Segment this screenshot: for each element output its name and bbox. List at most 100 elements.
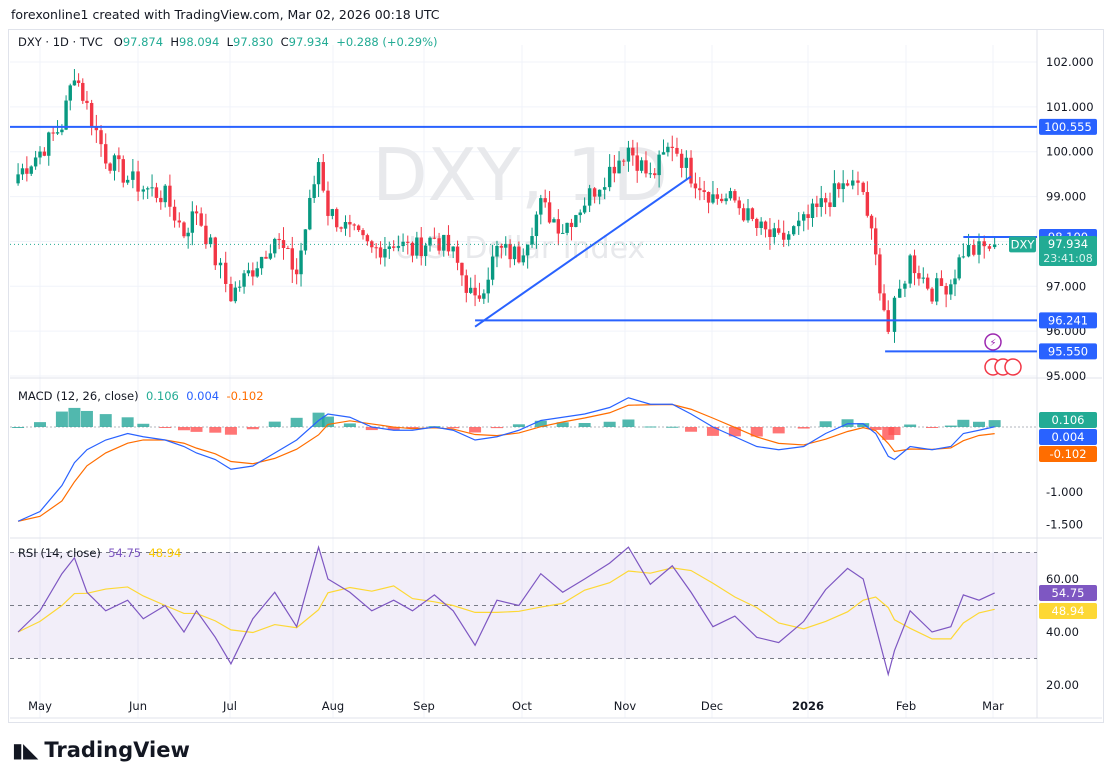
- candle-body: [987, 246, 992, 249]
- candle-body: [861, 182, 865, 193]
- candle-body: [259, 256, 264, 269]
- candle-body: [776, 228, 781, 233]
- candle-body: [321, 162, 325, 191]
- macd-histogram-bar: [772, 427, 785, 434]
- price-axis-label: 99.000: [1046, 190, 1086, 204]
- macd-histogram-bar: [685, 427, 698, 432]
- candle-body: [882, 293, 886, 311]
- candle-body: [737, 200, 741, 209]
- macd-name[interactable]: MACD (12, 26, close): [18, 389, 139, 403]
- candle-body: [482, 293, 486, 299]
- candle-body: [104, 144, 108, 164]
- candle-body: [602, 187, 607, 190]
- time-axis-label: Feb: [896, 699, 916, 713]
- candle-body: [898, 288, 902, 298]
- candle-body: [763, 221, 768, 230]
- macd-histogram-bar: [321, 416, 334, 427]
- macd-histogram-bar: [159, 427, 172, 428]
- candle-body: [865, 192, 870, 216]
- candle-body: [569, 222, 574, 227]
- candle-body: [823, 198, 828, 203]
- candle-body: [635, 155, 639, 171]
- candle-body: [675, 147, 679, 154]
- candle-body: [912, 255, 917, 274]
- candle-body: [16, 174, 20, 184]
- macd-histogram-bar: [387, 427, 400, 431]
- candle-body: [930, 288, 934, 302]
- close-label: C: [280, 35, 289, 49]
- macd-histogram-bar: [68, 407, 81, 427]
- candle-body: [517, 246, 521, 263]
- macd-histogram-bar: [797, 427, 810, 429]
- macd-histogram-bar: [957, 419, 970, 427]
- low-label: L: [226, 35, 234, 49]
- change-value: +0.288 (+0.29%): [336, 35, 438, 49]
- macd-histogram-bar: [888, 427, 901, 436]
- candle-body: [539, 198, 543, 215]
- candle-body: [194, 211, 199, 214]
- macd-value: 0.004: [186, 389, 220, 403]
- symbol-tag: DXY: [1011, 237, 1036, 251]
- macd-histogram-bar: [490, 427, 503, 429]
- candle-body: [772, 228, 776, 237]
- time-axis-label: 2026: [792, 699, 824, 713]
- candle-body: [693, 183, 698, 189]
- candle-body: [851, 180, 855, 186]
- candle-body: [587, 188, 592, 206]
- chart-frame: [8, 29, 1104, 723]
- close-value: 97.934: [288, 35, 329, 49]
- candle-body: [218, 262, 223, 266]
- candle-body: [204, 225, 208, 245]
- macd-axis-label: -1.000: [1046, 485, 1083, 499]
- candle-body: [303, 229, 308, 251]
- candle-body: [437, 238, 441, 251]
- candle-body: [921, 277, 925, 279]
- candle-body: [961, 256, 966, 258]
- candle-body: [786, 234, 791, 240]
- candle-body: [89, 103, 94, 127]
- macd-histogram-bar: [190, 427, 203, 432]
- candle-body: [94, 126, 99, 131]
- candle-body: [698, 188, 702, 191]
- candle-body: [490, 256, 495, 280]
- macd-histogram-bar: [55, 411, 68, 427]
- candle-body: [121, 159, 125, 183]
- rsi-ma-value: 48.94: [148, 546, 182, 560]
- us-flag-event-icon: [1004, 358, 1022, 376]
- candle-body: [432, 237, 437, 239]
- macd-tag-bg: [1039, 429, 1097, 445]
- candle-body: [689, 157, 693, 184]
- lightning-glyph: ⚡: [989, 338, 996, 349]
- candle-body: [81, 82, 85, 101]
- candle-body: [177, 220, 181, 223]
- rsi-tag-bg: [1039, 585, 1097, 601]
- macd-histogram-bar: [819, 421, 832, 427]
- candle-body: [648, 173, 653, 175]
- candle-body: [530, 236, 534, 245]
- lightning-icon: [984, 333, 1002, 351]
- candle-body: [468, 287, 473, 293]
- symbol-label[interactable]: DXY · 1D · TVC: [18, 35, 103, 49]
- candle-body: [141, 189, 145, 192]
- candle-body: [125, 179, 130, 183]
- candle-body: [759, 221, 763, 229]
- candle-body: [657, 154, 661, 176]
- macd-hist-tag-bg: [1039, 412, 1097, 428]
- candle-body: [982, 241, 986, 247]
- rsi-name[interactable]: RSI (14, close): [18, 546, 101, 560]
- macd-histogram-bar: [80, 410, 93, 427]
- candle-body: [85, 100, 89, 104]
- candle-body: [617, 160, 621, 174]
- tradingview-logo[interactable]: ▮◣ TradingView: [12, 738, 190, 762]
- candle-body: [213, 237, 217, 266]
- candle-body: [72, 80, 77, 86]
- macd-histogram-bar: [841, 419, 854, 427]
- candle-body: [99, 130, 103, 145]
- macd-histogram-bar: [34, 422, 46, 427]
- support-tag: 96.241: [1048, 313, 1088, 327]
- candle-body: [925, 277, 930, 289]
- candle-body: [281, 240, 286, 249]
- candle-body: [477, 295, 482, 299]
- macd-histogram-bar: [209, 427, 222, 433]
